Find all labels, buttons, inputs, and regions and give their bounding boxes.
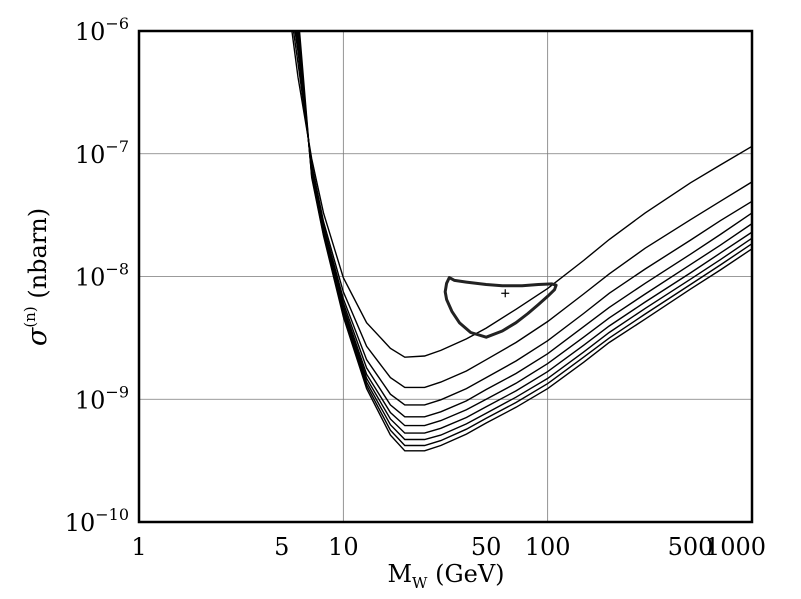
x-tick-label: 1000 (705, 533, 766, 561)
contour-region (443, 276, 558, 339)
x-tick-label: 10 (328, 533, 359, 561)
grid (139, 31, 752, 522)
series-group (291, 31, 752, 452)
y-tick-base: 10 (75, 141, 106, 169)
x-axis-title-main: M (387, 560, 412, 588)
y-tick-base: 10 (75, 386, 106, 414)
x-tick-label: 500 (668, 533, 714, 561)
y-tick-label: 10−6 (75, 14, 129, 46)
series-line-curve-1 (291, 31, 752, 358)
y-tick-labels: 10−610−710−810−910−10 (65, 14, 129, 537)
y-tick-label: 10−9 (75, 382, 129, 414)
y-tick-exponent: −7 (105, 137, 129, 156)
y-axis-title: σ(n) (nbarn) (21, 208, 53, 346)
y-tick-base: 10 (75, 18, 106, 46)
y-tick-exponent: −8 (105, 260, 129, 279)
series-line-curve-3 (294, 31, 752, 406)
x-axis-title-sub: W (412, 574, 428, 592)
y-tick-exponent: −6 (105, 14, 129, 33)
y-tick-base: 10 (65, 509, 96, 537)
y-tick-label: 10−10 (65, 505, 129, 537)
x-tick-label: 50 (471, 533, 502, 561)
best-fit-marker (501, 289, 510, 298)
y-axis-title-units: (nbarn) (24, 208, 52, 306)
y-tick-base: 10 (75, 264, 106, 292)
y-tick-label: 10−8 (75, 260, 129, 292)
series-line-curve-9 (298, 31, 752, 452)
series-line-curve-2 (292, 31, 752, 389)
x-axis-title: MW (GeV) (387, 560, 504, 592)
x-axis-title-units: (GeV) (427, 560, 504, 588)
y-tick-exponent: −9 (105, 382, 129, 401)
series-line-curve-5 (295, 31, 752, 427)
x-tick-label: 100 (525, 533, 571, 561)
contour-group (443, 276, 558, 339)
y-tick-label: 10−7 (75, 137, 129, 169)
y-axis-title-main: σ (22, 326, 53, 346)
y-axis-title-sup: (n) (21, 306, 39, 327)
plot-frame (137, 29, 754, 524)
y-tick-exponent: −10 (95, 505, 129, 524)
x-tick-label: 5 (274, 533, 289, 561)
x-tick-label: 1 (131, 533, 146, 561)
